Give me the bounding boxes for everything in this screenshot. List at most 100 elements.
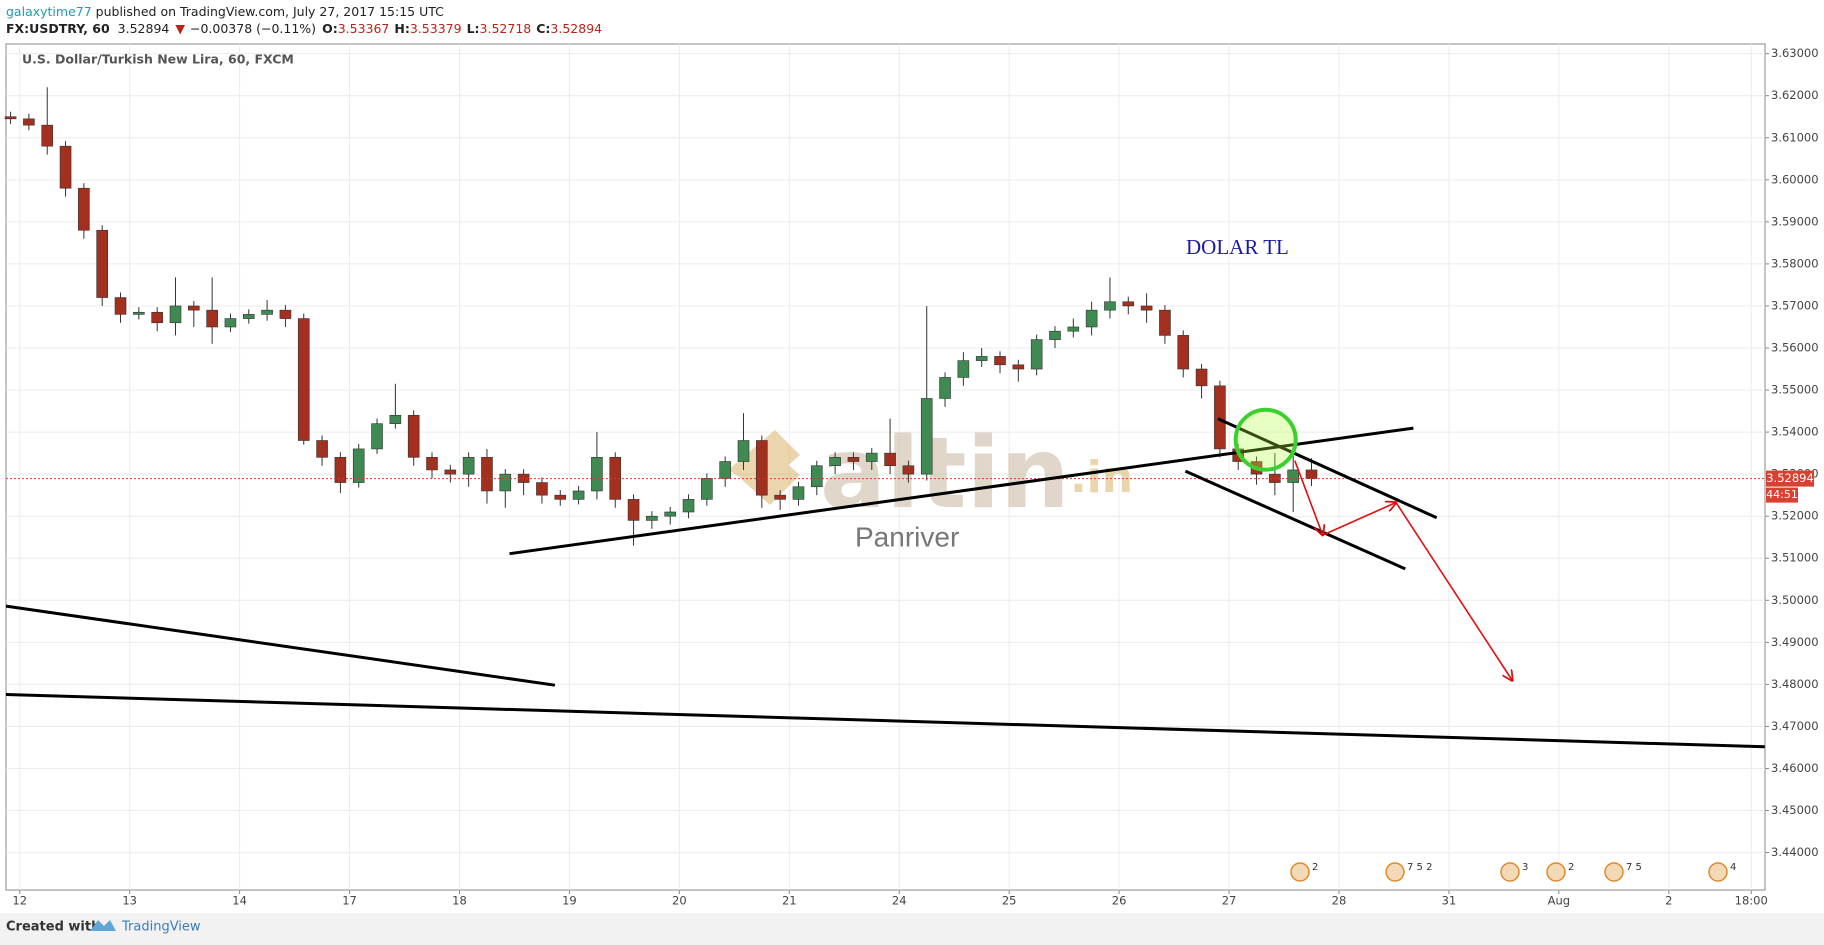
x-tick-label: 19 xyxy=(562,894,577,908)
highlight-circle xyxy=(1233,407,1298,472)
author[interactable]: galaxytime77 xyxy=(6,4,92,19)
y-tick-label: 3.50000 xyxy=(1771,593,1819,607)
watermark-text: altin.in xyxy=(820,417,1133,531)
open: 3.53367 xyxy=(338,21,390,36)
candle-body xyxy=(334,457,347,483)
candle-body xyxy=(1159,309,1171,336)
high: 3.53379 xyxy=(410,21,462,36)
candle-body xyxy=(133,311,145,315)
candle-body xyxy=(554,494,567,500)
candle-body xyxy=(536,482,548,496)
arrow xyxy=(1322,503,1396,536)
candle-body xyxy=(426,457,438,471)
trend-line-3 xyxy=(5,693,1765,749)
candle-body xyxy=(242,314,255,319)
candle-body xyxy=(78,187,90,231)
y-tick-label: 3.46000 xyxy=(1771,761,1819,775)
candle-body xyxy=(481,457,493,492)
candle-body xyxy=(1122,301,1135,307)
high-key: H: xyxy=(394,21,409,36)
candle-body xyxy=(1177,335,1190,370)
candle-body xyxy=(884,452,896,467)
footer-brand[interactable]: TradingView xyxy=(121,920,201,935)
event-icon xyxy=(1604,862,1624,882)
y-tick-label: 3.58000 xyxy=(1771,256,1819,270)
chart-title: U.S. Dollar/Turkish New Lira, 60, FXCM xyxy=(22,52,294,67)
candle-body xyxy=(1214,385,1226,450)
watermark-word: altin xyxy=(820,417,1070,531)
x-tick-label: 21 xyxy=(782,894,797,908)
candle-body xyxy=(646,515,658,521)
candle-body xyxy=(169,305,182,324)
y-tick-label: 3.44000 xyxy=(1771,845,1819,859)
annotation: Panriver xyxy=(855,521,959,552)
x-tick-label: 26 xyxy=(1112,894,1127,908)
y-tick-label: 3.60000 xyxy=(1771,172,1819,186)
candle-body xyxy=(975,356,988,361)
candle-body xyxy=(59,145,72,189)
x-tick-label: 12 xyxy=(12,894,27,908)
event-count: 7 5 xyxy=(1626,862,1642,873)
open-key: O: xyxy=(322,21,338,36)
candle-body xyxy=(756,440,768,496)
x-tick-label: Aug xyxy=(1548,894,1570,908)
candle-body xyxy=(1067,326,1080,332)
candle-body xyxy=(1085,309,1098,328)
event-layer: 2 7 5 2 3 2 7 5 4 xyxy=(1290,862,1736,882)
candle-body xyxy=(1287,469,1299,483)
candle-body xyxy=(957,360,970,378)
y-tick-label: 3.54000 xyxy=(1771,425,1819,439)
candle-body xyxy=(4,116,17,120)
candle-body xyxy=(1030,339,1043,370)
watermark-suffix: .in xyxy=(1070,452,1133,503)
countdown-box xyxy=(1766,487,1798,503)
x-tick-label: 27 xyxy=(1222,894,1237,908)
y-tick-label: 3.62000 xyxy=(1771,88,1819,102)
candle-layer xyxy=(4,87,1765,546)
trend-line-2 xyxy=(5,604,556,687)
candle-body xyxy=(444,469,457,475)
candle-body xyxy=(920,398,933,475)
change: −0.00378 (−0.11%) xyxy=(190,21,316,36)
candle-body xyxy=(224,318,237,328)
x-tick-label: 14 xyxy=(232,894,247,908)
y-tick-label: 3.51000 xyxy=(1771,551,1819,565)
y-tick-label: 3.57000 xyxy=(1771,298,1819,312)
candle-body xyxy=(1049,330,1061,340)
candle-body xyxy=(279,309,292,319)
candle-body xyxy=(316,440,328,458)
candle-body xyxy=(96,229,108,298)
footer-created: Created with xyxy=(6,920,100,935)
event-icon xyxy=(1546,862,1566,882)
x-tick-label: 20 xyxy=(672,894,687,908)
event-count: 3 xyxy=(1522,862,1528,873)
candle-body xyxy=(1195,368,1208,387)
candle-body xyxy=(462,457,475,475)
channel-upper xyxy=(1217,417,1438,520)
last-price-box xyxy=(1766,470,1814,487)
candle-body xyxy=(719,461,731,479)
candle-body xyxy=(829,457,841,467)
candle-body xyxy=(682,499,695,513)
candle-body xyxy=(41,124,54,147)
published: published on TradingView.com, July 27, 2… xyxy=(96,4,444,19)
x-tick-label: 18:00 xyxy=(1735,894,1768,908)
candle-body xyxy=(737,440,750,462)
trend-line xyxy=(509,426,1414,556)
countdown: 44:51 xyxy=(1766,488,1798,501)
close-key: C: xyxy=(536,21,550,36)
candle-body xyxy=(23,118,35,126)
y-tick-label: 3.49000 xyxy=(1771,635,1819,649)
candle-body xyxy=(865,452,878,462)
channel-lower xyxy=(1184,469,1406,571)
symbol: FX:USDTRY, 60 xyxy=(6,21,110,36)
candle-body xyxy=(371,423,383,450)
axis-layer: 3.44000 3.45000 3.46000 3.47000 3.48000 3.490… xyxy=(12,46,1818,907)
candle-body xyxy=(902,465,915,475)
arrow xyxy=(1294,460,1323,535)
event-icon xyxy=(1290,862,1310,882)
x-tick-label: 13 xyxy=(122,894,137,908)
down-arrow: ▼ xyxy=(175,21,185,36)
